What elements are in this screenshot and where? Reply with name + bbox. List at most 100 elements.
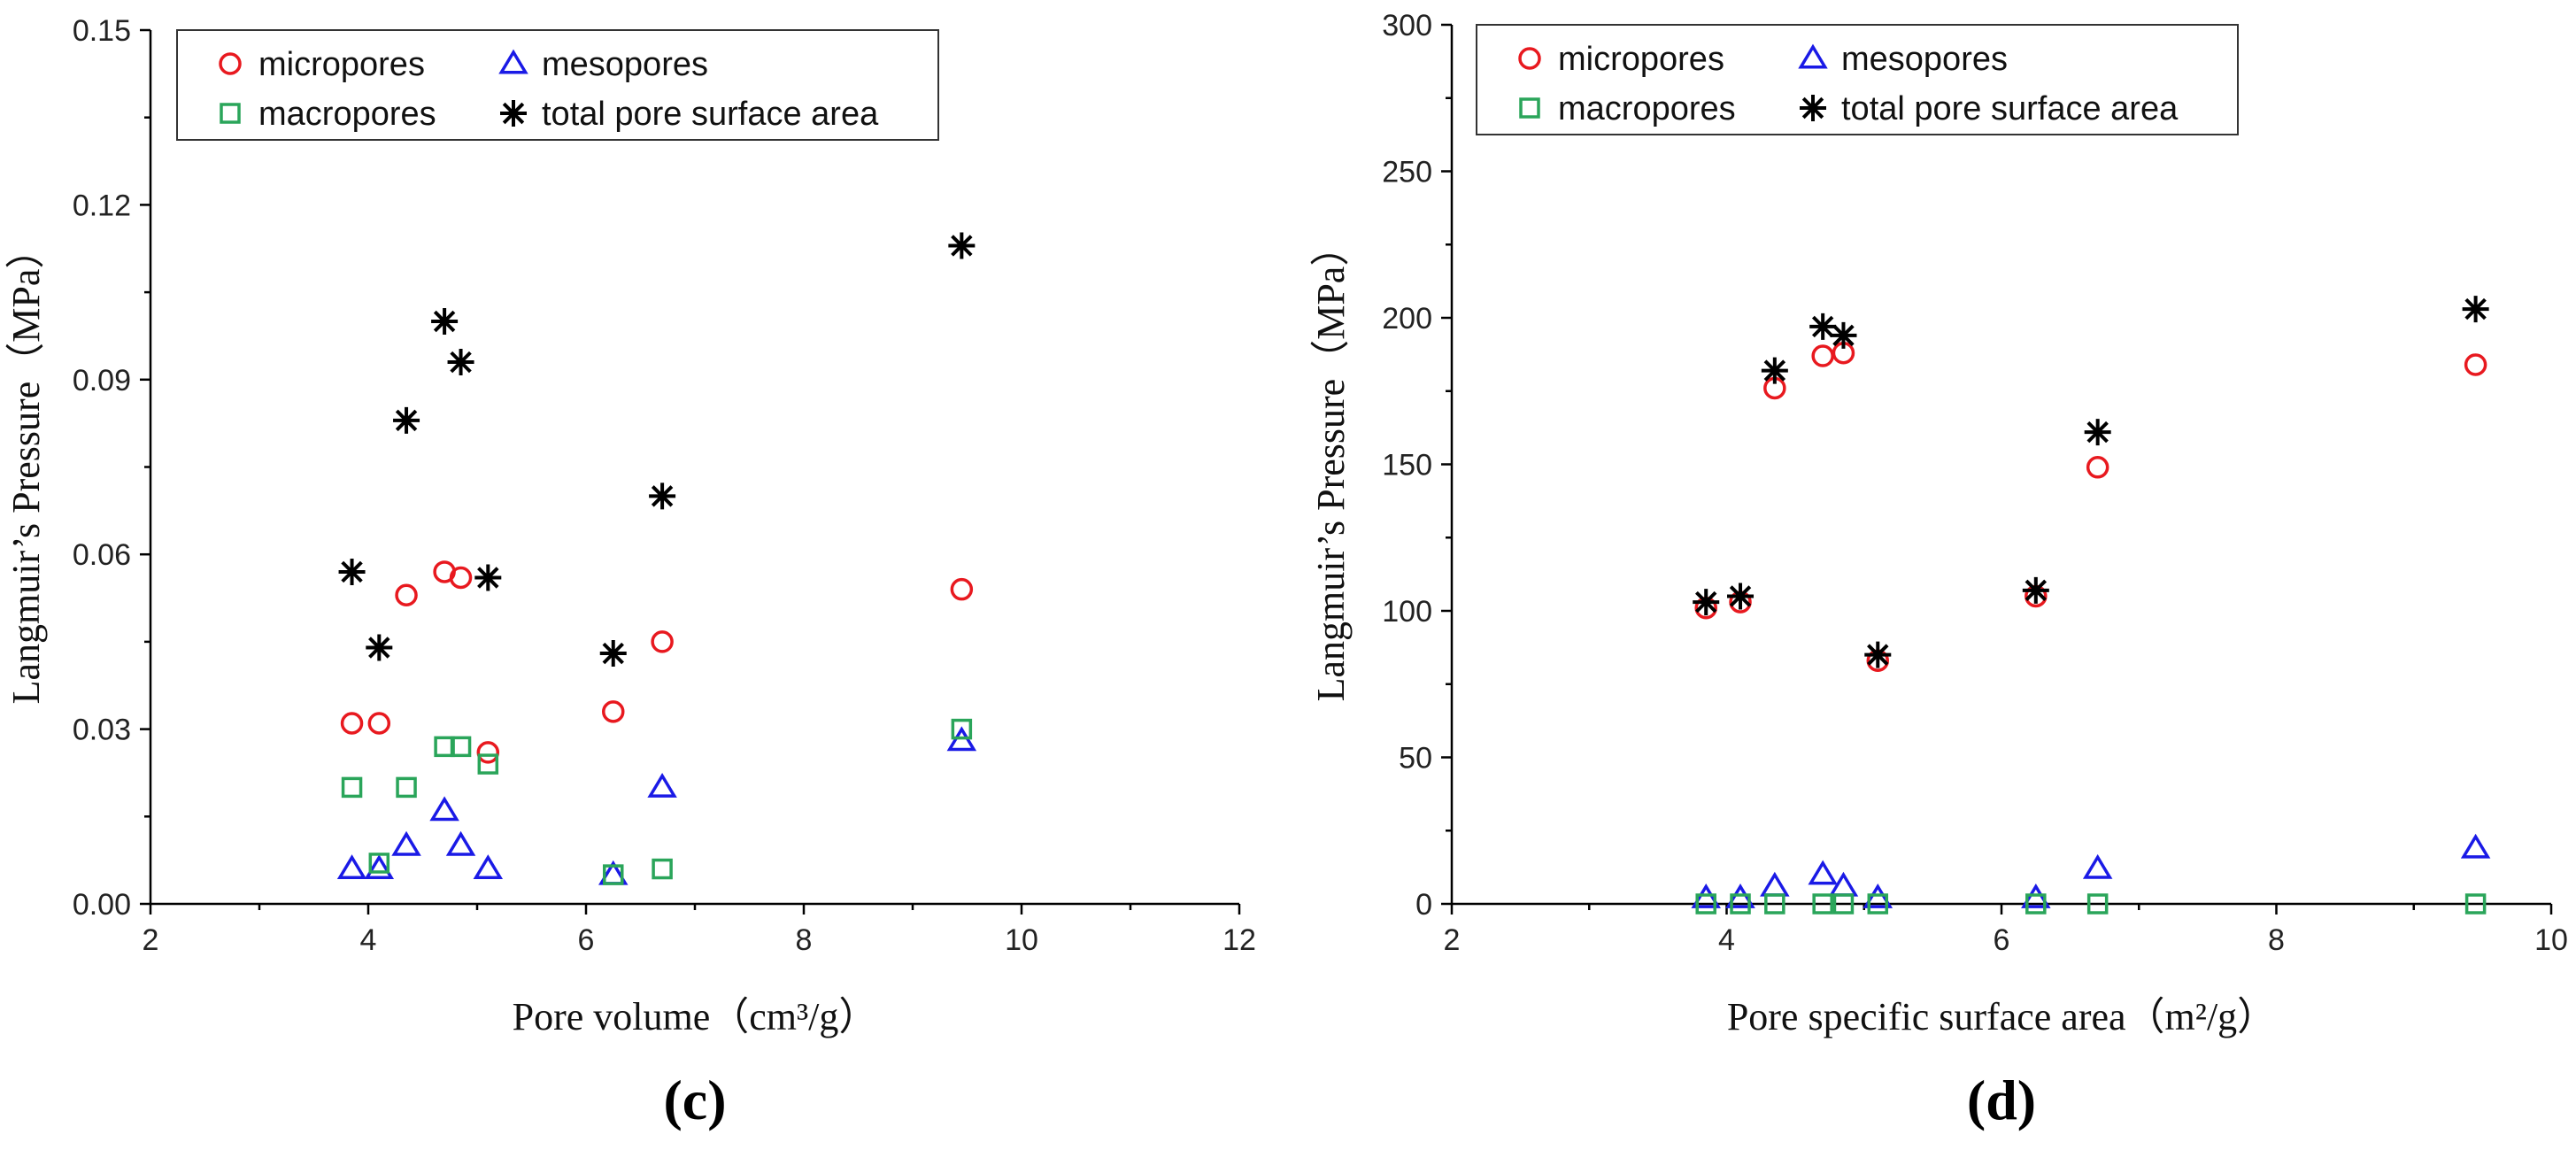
series-macropores bbox=[1695, 893, 2487, 915]
series-micropores bbox=[1694, 341, 2487, 673]
x-tick-label: 4 bbox=[1718, 923, 1735, 957]
data-point bbox=[1832, 893, 1855, 915]
data-point bbox=[652, 858, 673, 880]
y-tick-label: 0.09 bbox=[73, 364, 131, 397]
data-point bbox=[1863, 883, 1893, 908]
data-point bbox=[450, 736, 472, 758]
data-point bbox=[2464, 353, 2487, 376]
data-point bbox=[1812, 893, 1833, 915]
panel-label: (c) bbox=[663, 1069, 726, 1131]
data-point bbox=[1727, 583, 1755, 610]
x-tick-label: 6 bbox=[1994, 923, 2010, 957]
x-tick-label: 8 bbox=[796, 923, 813, 957]
x-tick-label: 10 bbox=[2534, 923, 2568, 957]
data-point bbox=[649, 482, 676, 510]
data-point bbox=[338, 558, 366, 585]
y-tick-label: 250 bbox=[1382, 156, 1432, 189]
data-point bbox=[1691, 883, 1721, 908]
y-tick-label: 300 bbox=[1382, 9, 1432, 42]
data-point bbox=[1760, 871, 1790, 897]
data-point bbox=[1695, 893, 1716, 915]
data-point bbox=[1764, 893, 1785, 915]
data-point bbox=[1864, 641, 1892, 668]
legend-marker bbox=[220, 103, 241, 124]
legend-label: mesopores bbox=[1841, 41, 2008, 78]
legend-marker bbox=[1518, 47, 1541, 70]
y-axis-title: Langmuir’s Pressure（MPa） bbox=[4, 230, 48, 705]
data-point bbox=[449, 566, 473, 590]
data-point bbox=[2464, 893, 2487, 915]
data-point bbox=[603, 864, 624, 885]
data-point bbox=[1811, 344, 1834, 367]
legend-label: macropores bbox=[258, 96, 436, 133]
y-tick-label: 150 bbox=[1382, 449, 1432, 482]
x-tick-label: 6 bbox=[578, 923, 595, 957]
x-axis-title: Pore volume（cm³/g） bbox=[513, 995, 878, 1038]
legend-marker bbox=[498, 49, 528, 74]
data-point bbox=[477, 753, 499, 775]
data-point bbox=[1725, 883, 1755, 908]
data-point bbox=[341, 776, 363, 799]
x-tick-label: 8 bbox=[2268, 923, 2285, 957]
data-point bbox=[2086, 893, 2109, 915]
data-point bbox=[2021, 883, 2051, 908]
series-micropores bbox=[340, 560, 974, 764]
legend-label: total pore surface area bbox=[542, 96, 879, 133]
y-tick-label: 0 bbox=[1415, 888, 1432, 922]
data-point bbox=[1808, 860, 1838, 885]
legend-box bbox=[176, 29, 939, 141]
y-tick-label: 200 bbox=[1382, 302, 1432, 336]
legend: micropores mesopores macropores total pore … bbox=[176, 29, 939, 141]
x-tick-label: 12 bbox=[1222, 923, 1256, 957]
legend: micropores mesopores macropores total pore … bbox=[1476, 24, 2239, 135]
data-point bbox=[1830, 321, 1857, 349]
y-tick-label: 50 bbox=[1399, 742, 1432, 776]
legend-box bbox=[1476, 24, 2239, 135]
panel-label: (d) bbox=[1967, 1069, 2036, 1131]
y-tick-label: 0.00 bbox=[73, 888, 131, 922]
data-point bbox=[647, 772, 677, 798]
data-point bbox=[1867, 893, 1889, 915]
x-tick-label: 10 bbox=[1005, 923, 1038, 957]
data-point bbox=[2460, 833, 2491, 859]
y-axis-title: Langmuir’s Pressure（MPa） bbox=[1309, 228, 1353, 702]
data-point bbox=[395, 583, 418, 607]
data-point bbox=[474, 564, 502, 591]
legend-marker bbox=[219, 52, 242, 75]
legend-label: micropores bbox=[258, 46, 425, 83]
data-point bbox=[950, 577, 974, 601]
data-point bbox=[2462, 296, 2489, 323]
data-point bbox=[1828, 871, 1859, 897]
data-point bbox=[336, 854, 367, 880]
data-point bbox=[1693, 589, 1720, 616]
legend-marker bbox=[1800, 95, 1826, 121]
legend-marker bbox=[1519, 97, 1540, 119]
data-point bbox=[602, 700, 625, 723]
data-point bbox=[368, 853, 390, 874]
legend-marker bbox=[1798, 43, 1828, 69]
data-point bbox=[948, 232, 976, 259]
data-point bbox=[2025, 893, 2047, 915]
data-point bbox=[2082, 853, 2113, 879]
data-point bbox=[393, 406, 420, 434]
y-tick-label: 0.15 bbox=[73, 14, 131, 48]
data-point bbox=[1809, 313, 1837, 340]
data-point bbox=[391, 830, 421, 856]
y-tick-label: 0.12 bbox=[73, 189, 131, 222]
data-point bbox=[951, 718, 973, 740]
chart-panel-c: 2 4 6 8 10 12 0.00 0.03 0.06 0.09 0.12 0.15 Pore vol… bbox=[4, 14, 1256, 1131]
y-tick-label: 0.03 bbox=[73, 714, 131, 747]
legend-label: micropores bbox=[1558, 41, 1724, 78]
series-total-pore-surface-area bbox=[338, 232, 976, 668]
data-point bbox=[473, 854, 504, 880]
x-axis-title: Pore specific surface area（m²/g） bbox=[1727, 995, 2276, 1038]
x-tick-label: 2 bbox=[1444, 923, 1461, 957]
data-point bbox=[445, 830, 476, 856]
series-macropores bbox=[341, 718, 973, 885]
data-point bbox=[396, 776, 417, 799]
data-point bbox=[2084, 419, 2111, 446]
x-tick-label: 4 bbox=[360, 923, 377, 957]
data-point bbox=[364, 854, 395, 880]
